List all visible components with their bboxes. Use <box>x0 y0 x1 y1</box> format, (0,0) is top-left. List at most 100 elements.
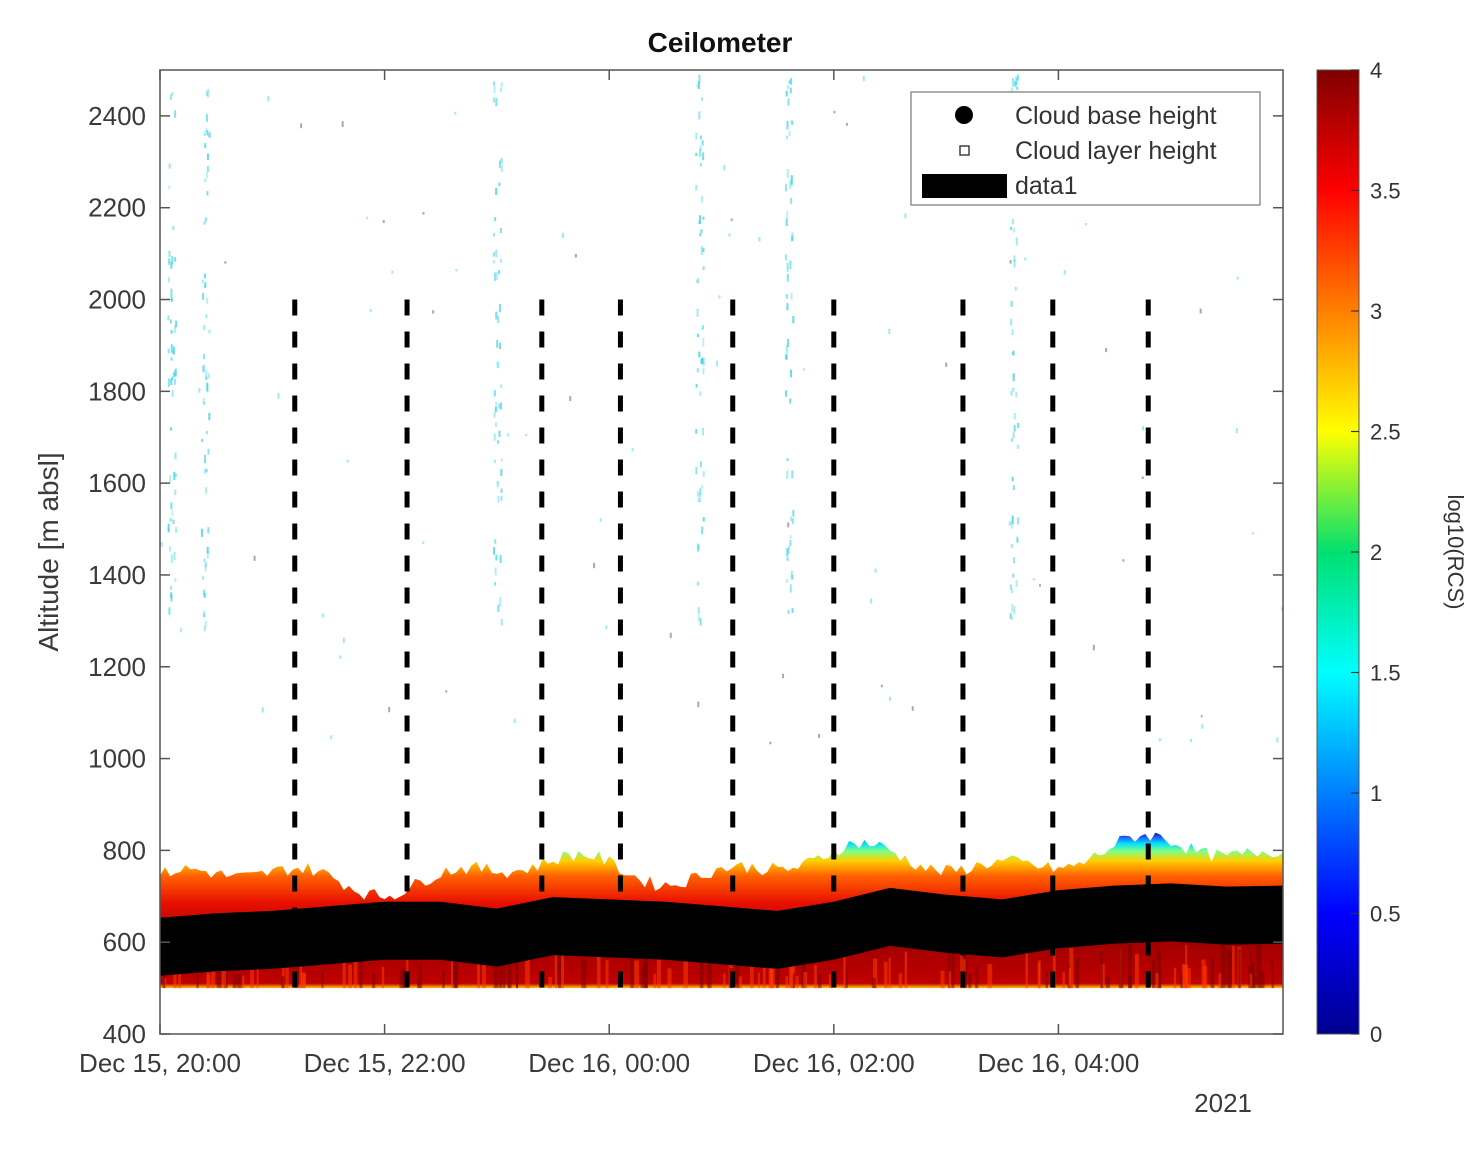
scatter-point <box>1011 603 1014 613</box>
scatter-point <box>525 433 528 437</box>
scatter-point <box>1016 538 1019 543</box>
scatter-point <box>728 233 731 237</box>
scatter-point <box>785 578 788 583</box>
signal-streak <box>883 961 888 989</box>
scatter-point <box>1011 589 1014 594</box>
signal-streak <box>372 973 376 989</box>
scatter-point <box>786 303 789 311</box>
scatter-point <box>786 548 789 556</box>
scatter-point <box>202 353 205 360</box>
signal-streak <box>359 947 363 989</box>
signal-streak <box>1155 973 1159 989</box>
scatter-point <box>167 523 170 533</box>
scatter-point <box>500 87 503 92</box>
scatter-point <box>496 484 499 488</box>
signal-streak <box>250 955 255 989</box>
signal-streak <box>1025 947 1028 989</box>
scatter-point <box>206 547 209 554</box>
scatter-point <box>170 427 173 431</box>
scatter-point <box>202 575 205 580</box>
scatter-point <box>169 545 172 552</box>
signal-streak <box>454 956 459 989</box>
scatter-point <box>499 555 502 563</box>
signal-streak <box>1186 968 1191 989</box>
scatter-point <box>911 706 914 711</box>
scatter-point <box>699 149 702 157</box>
scatter-point <box>695 384 698 388</box>
scatter-point <box>206 130 209 136</box>
scatter-point <box>1013 425 1016 432</box>
scatter-point <box>494 272 497 281</box>
signal-streak <box>418 963 423 989</box>
signal-streak <box>282 952 285 989</box>
cloud-base-point <box>424 914 457 947</box>
scatter-point <box>702 517 705 522</box>
scatter-point <box>174 473 177 477</box>
scatter-point <box>169 319 172 324</box>
scatter-point <box>492 252 495 257</box>
scatter-point <box>1011 515 1014 525</box>
scatter-point <box>500 164 503 172</box>
signal-streak <box>548 977 552 989</box>
scatter-point <box>175 320 178 328</box>
scatter-point <box>267 95 270 102</box>
scatter-point <box>500 495 503 501</box>
scatter-point <box>171 92 174 96</box>
signal-streak <box>381 966 385 989</box>
scatter-point <box>790 516 793 522</box>
scatter-point <box>496 481 499 485</box>
y-axis: 400 600 800 1000 1200 1400 1600 1800 2000 2200 240… <box>88 101 1283 1049</box>
signal-streak <box>417 978 420 989</box>
scatter-point <box>787 545 790 554</box>
scatter-point <box>1122 559 1125 562</box>
scatter-point <box>1012 78 1015 87</box>
scatter-point <box>696 308 699 317</box>
signal-streak <box>964 956 968 989</box>
scatter-point <box>205 468 208 473</box>
scatter-point <box>492 260 495 264</box>
signal-streak <box>232 973 237 989</box>
y-tick-label: 1400 <box>88 560 146 590</box>
signal-streak <box>1075 958 1080 989</box>
scatter-point <box>782 673 785 679</box>
signal-streak <box>1226 949 1231 989</box>
y-tick-label: 600 <box>103 927 146 957</box>
cloud-base-point <box>480 921 513 954</box>
scatter-point <box>716 360 719 367</box>
scatter-point <box>702 216 705 220</box>
signal-streak <box>1173 967 1177 989</box>
y-tick-label: 2400 <box>88 101 146 131</box>
scatter-point <box>792 510 795 517</box>
scatter-point <box>495 311 498 320</box>
signal-streak <box>554 943 558 989</box>
scatter-point <box>169 475 172 483</box>
legend-marker-cloud-layer <box>959 145 970 156</box>
signal-streak <box>1218 973 1222 989</box>
scatter-point <box>699 163 702 167</box>
scatter-point <box>1011 219 1014 225</box>
signal-streak <box>667 968 672 989</box>
scatter-point <box>1011 476 1014 482</box>
signal-streak <box>960 951 963 989</box>
scatter-point <box>204 281 207 288</box>
signal-streak <box>656 959 661 989</box>
scatter-point <box>498 269 501 275</box>
signal-streak <box>560 942 565 989</box>
scatter-point <box>785 345 788 354</box>
scatter-point <box>1236 276 1239 280</box>
scatter-point <box>697 543 700 551</box>
scatter-point <box>203 131 206 137</box>
scatter-point <box>454 111 457 115</box>
cloud-base-point <box>1098 898 1131 931</box>
scatter-point <box>497 604 500 612</box>
scatter-point <box>202 364 205 373</box>
signal-streak <box>888 957 891 989</box>
scatter-point <box>346 459 349 463</box>
scatter-point <box>369 308 372 312</box>
scatter-point <box>631 447 634 452</box>
signal-streak <box>211 959 216 989</box>
scatter-point <box>695 152 698 156</box>
scatter-point <box>204 620 207 627</box>
scatter-point <box>1013 80 1016 86</box>
scatter-point <box>695 466 698 475</box>
